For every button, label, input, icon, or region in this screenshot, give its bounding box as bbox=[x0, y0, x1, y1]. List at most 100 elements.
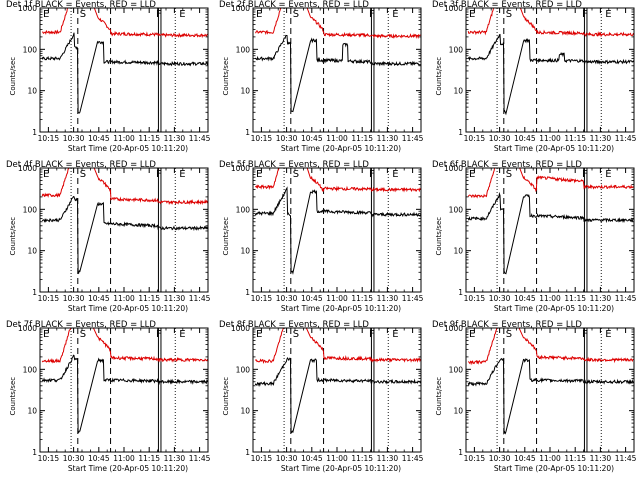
x-tick-label: 10:45 bbox=[88, 454, 110, 463]
y-tick-label: 1000 bbox=[231, 164, 250, 173]
x-tick-label: 11:00 bbox=[326, 294, 348, 303]
x-tick-label: 11:15 bbox=[564, 294, 586, 303]
x-tick-label: 11:15 bbox=[138, 294, 160, 303]
panel-2: Det 2f BLACK = Events, RED = LLD 1 10 100 10… bbox=[219, 0, 424, 153]
x-tick-label: 10:45 bbox=[514, 294, 536, 303]
y-axis-label: Counts/sec bbox=[435, 57, 443, 96]
events-series-line bbox=[41, 32, 208, 114]
lld-series-line bbox=[41, 168, 208, 206]
marker-label: S bbox=[293, 9, 299, 20]
x-tick-label: 10:45 bbox=[301, 294, 323, 303]
y-tick-label: 1000 bbox=[18, 4, 37, 13]
x-tick-label: 11:15 bbox=[351, 294, 373, 303]
y-tick-label: 10 bbox=[453, 87, 463, 96]
x-tick-label: 10:30 bbox=[489, 454, 511, 463]
y-tick-label: 1000 bbox=[231, 324, 250, 333]
y-tick-label: 100 bbox=[449, 205, 464, 214]
y-tick-label: 1 bbox=[458, 288, 463, 297]
marker-label: S bbox=[506, 9, 512, 20]
plot-frame bbox=[465, 327, 635, 453]
x-axis-label: Start Time (20-Apr-05 10:11:20) bbox=[494, 464, 614, 473]
plot-frame bbox=[252, 327, 422, 453]
x-tick-label: 10:15 bbox=[38, 454, 60, 463]
events-series-line bbox=[254, 357, 421, 434]
x-tick-label: 10:30 bbox=[489, 294, 511, 303]
y-tick-label: 10 bbox=[27, 87, 37, 96]
x-tick-label: 11:45 bbox=[402, 294, 424, 303]
marker-label: E bbox=[43, 9, 49, 20]
x-tick-label: 10:45 bbox=[514, 454, 536, 463]
lld-series-line bbox=[255, 8, 421, 40]
plot-frame bbox=[39, 7, 209, 133]
x-tick-label: 10:30 bbox=[276, 454, 298, 463]
x-tick-label: 11:45 bbox=[615, 294, 637, 303]
panel-title: Det 6f BLACK = Events, RED = LLD bbox=[432, 160, 582, 170]
x-tick-label: 10:15 bbox=[251, 134, 273, 143]
x-tick-label: 11:30 bbox=[164, 294, 186, 303]
plot-frame bbox=[252, 167, 422, 293]
x-tick-label: 11:45 bbox=[189, 134, 211, 143]
x-tick-label: 10:30 bbox=[276, 134, 298, 143]
y-tick-label: 100 bbox=[236, 45, 251, 54]
y-tick-label: 1 bbox=[32, 128, 37, 137]
y-tick-label: 1 bbox=[32, 288, 37, 297]
x-axis-label: Start Time (20-Apr-05 10:11:20) bbox=[281, 304, 401, 313]
y-tick-label: 10 bbox=[240, 407, 250, 416]
marker-label: E bbox=[605, 329, 611, 340]
y-tick-label: 1000 bbox=[18, 164, 37, 173]
x-tick-label: 10:45 bbox=[514, 134, 536, 143]
events-series-line bbox=[254, 34, 421, 113]
marker-label: F bbox=[156, 329, 162, 340]
marker-label: S bbox=[80, 169, 86, 180]
marker-label: S bbox=[293, 329, 299, 340]
y-tick-label: 100 bbox=[236, 365, 251, 374]
x-axis-label: Start Time (20-Apr-05 10:11:20) bbox=[281, 144, 401, 153]
y-tick-label: 1000 bbox=[444, 164, 463, 173]
y-tick-label: 10 bbox=[240, 87, 250, 96]
x-tick-label: 11:00 bbox=[113, 294, 135, 303]
lld-series-line bbox=[41, 328, 208, 364]
x-tick-label: 11:15 bbox=[351, 134, 373, 143]
x-tick-label: 11:30 bbox=[164, 134, 186, 143]
x-tick-label: 11:45 bbox=[615, 134, 637, 143]
x-tick-label: 11:00 bbox=[113, 454, 135, 463]
marker-label: F bbox=[156, 9, 162, 20]
marker-label: E bbox=[179, 9, 185, 20]
x-tick-label: 10:45 bbox=[88, 134, 110, 143]
x-tick-label: 11:15 bbox=[564, 454, 586, 463]
y-tick-label: 100 bbox=[23, 365, 38, 374]
marker-label: F bbox=[369, 329, 375, 340]
y-axis-label: Counts/sec bbox=[222, 217, 230, 256]
marker-label: E bbox=[392, 169, 398, 180]
x-tick-label: 10:15 bbox=[251, 454, 273, 463]
marker-label: E bbox=[256, 9, 262, 20]
y-tick-label: 1 bbox=[32, 448, 37, 457]
traces bbox=[41, 8, 208, 114]
marker-label: F bbox=[369, 169, 375, 180]
marker-label: E bbox=[469, 329, 475, 340]
y-axis-label: Counts/sec bbox=[9, 217, 17, 256]
y-tick-label: 1 bbox=[245, 448, 250, 457]
marker-label: E bbox=[43, 329, 49, 340]
marker-label: S bbox=[80, 329, 86, 340]
panel-title: Det 4f BLACK = Events, RED = LLD bbox=[6, 160, 156, 170]
marker-label: E bbox=[392, 9, 398, 20]
x-tick-label: 10:30 bbox=[489, 134, 511, 143]
marker-label: E bbox=[392, 329, 398, 340]
x-tick-label: 10:45 bbox=[301, 454, 323, 463]
panel-7: Det 7f BLACK = Events, RED = LLD 1 10 100 10… bbox=[6, 320, 211, 473]
traces bbox=[467, 168, 634, 275]
panel-4: Det 4f BLACK = Events, RED = LLD 1 10 100 10… bbox=[6, 160, 211, 313]
marker-label: F bbox=[582, 329, 588, 340]
y-tick-label: 1 bbox=[458, 128, 463, 137]
y-tick-label: 1000 bbox=[18, 324, 37, 333]
x-tick-label: 10:30 bbox=[63, 134, 85, 143]
x-tick-label: 11:30 bbox=[377, 454, 399, 463]
panel-3: Det 3f BLACK = Events, RED = LLD 1 10 100 10… bbox=[432, 0, 637, 153]
x-tick-label: 10:45 bbox=[88, 294, 110, 303]
traces bbox=[41, 328, 208, 434]
panel-8: Det 8f BLACK = Events, RED = LLD 1 10 100 10… bbox=[219, 320, 424, 473]
x-tick-label: 11:30 bbox=[590, 134, 612, 143]
